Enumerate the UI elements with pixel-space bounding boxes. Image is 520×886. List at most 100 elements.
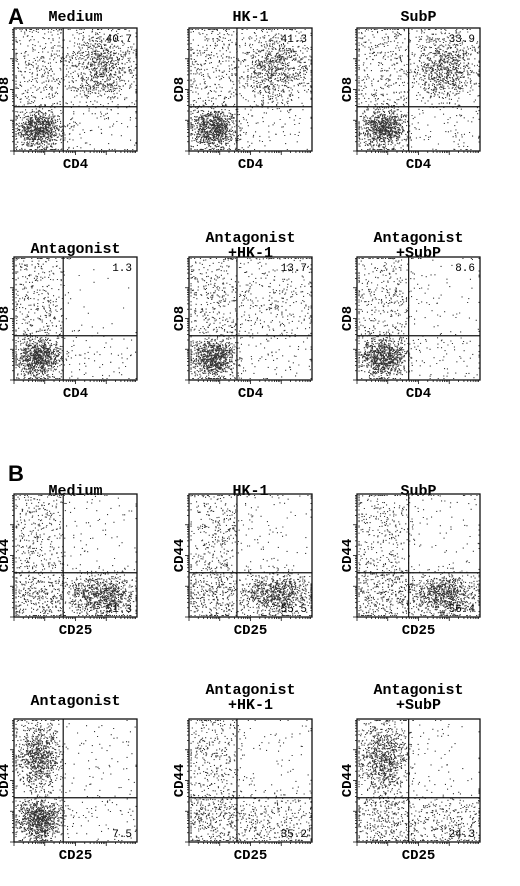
x-axis-label: CD25 [59,623,93,639]
plot-title: SubP [400,483,436,500]
scatter-events [15,494,137,617]
y-axis-label: CD44 [0,539,13,573]
y-axis-label: CD8 [0,306,13,331]
x-axis-label: CD4 [238,386,263,402]
x-axis-label: CD4 [63,157,88,173]
axis-ticks [353,258,479,384]
plot-title: HK-1 [232,9,268,26]
axis-ticks [353,720,479,846]
plot-title: SubP [400,9,436,26]
axis-ticks [10,258,136,384]
x-axis-label: CD25 [59,848,93,864]
event-dots [15,257,137,380]
x-axis-label: CD4 [406,157,431,173]
x-axis-label: CD25 [234,848,268,864]
panel-letter-a: A [8,4,24,29]
x-axis-label: CD25 [402,623,436,639]
flow-plot-b-2: HK-1 55.5 CD25 CD44 [172,483,313,639]
axis-ticks [353,29,479,155]
scatter-events [358,719,480,842]
event-dots [15,494,137,617]
event-dots [358,28,480,151]
axis-ticks [353,495,479,621]
y-axis-label: CD44 [0,764,13,798]
plot-title: +SubP [396,245,441,262]
axis-ticks [185,720,311,846]
plot-title: Medium [48,9,102,26]
x-axis-label: CD4 [238,157,263,173]
event-dots [15,719,137,842]
x-axis-label: CD4 [63,386,88,402]
y-axis-label: CD44 [340,539,356,573]
quadrant-percent: 51.3 [106,604,132,616]
plot-title: +SubP [396,697,441,714]
axis-ticks [185,495,311,621]
flow-plot-a-2: HK-1 41.3 CD4 CD8 [172,9,313,173]
quadrant-percent: 40.7 [106,34,132,46]
flow-plot-a-1: Medium 40.7 CD4 CD8 [0,9,138,173]
event-dots [190,494,312,617]
scatter-events [358,257,480,380]
flow-plot-b-4: Antagonist 7.5 CD25 CD44 [0,693,138,864]
flow-plot-b-6: Antagonist+SubP 24.3 CD25 CD44 [340,682,481,864]
scatter-events [190,719,312,842]
plot-title: Antagonist [205,230,295,247]
plot-title: Antagonist [205,682,295,699]
axis-ticks [10,495,136,621]
event-dots [190,719,312,842]
event-dots [358,719,480,842]
plot-title: Antagonist [30,693,120,710]
event-dots [190,28,312,151]
panel-letter-b: B [8,461,24,486]
quadrant-percent: 24.3 [449,829,475,841]
plot-title: Antagonist [373,230,463,247]
event-dots [190,257,312,380]
y-axis-label: CD8 [172,306,188,331]
scatter-events [358,494,480,617]
flow-plot-b-3: SubP 56.4 CD25 CD44 [340,483,481,639]
event-dots [358,257,480,380]
y-axis-label: CD8 [172,77,188,102]
flow-plot-a-4: Antagonist 1.3 CD4 CD8 [0,241,138,402]
scatter-events [15,28,137,151]
event-dots [15,28,137,151]
plot-frame [13,27,138,152]
quadrant-percent: 56.4 [449,604,476,616]
y-axis-label: CD8 [340,77,356,102]
scatter-events [190,257,312,380]
axis-ticks [185,258,311,384]
scatter-events [358,28,480,151]
quadrant-percent: 55.5 [281,604,307,616]
scatter-events [190,494,312,617]
y-axis-label: CD8 [0,77,13,102]
x-axis-label: CD4 [406,386,431,402]
plot-title: +HK-1 [228,245,273,262]
quadrant-percent: 1.3 [112,263,132,275]
quadrant-percent: 13.7 [281,263,307,275]
plot-title: Antagonist [30,241,120,258]
y-axis-label: CD8 [340,306,356,331]
scatter-events [15,257,137,380]
plot-title: Antagonist [373,682,463,699]
event-dots [358,494,480,617]
quadrant-percent: 7.5 [112,829,132,841]
plot-frame [188,493,313,618]
y-axis-label: CD44 [340,764,356,798]
plot-frame [188,27,313,152]
plot-title: Medium [48,483,102,500]
flow-plot-a-6: Antagonist+SubP 8.6 CD4 CD8 [340,230,481,402]
axis-ticks [10,29,136,155]
y-axis-label: CD44 [172,539,188,573]
plot-title: HK-1 [232,483,268,500]
flow-plot-b-1: Medium 51.3 CD25 CD44 [0,483,138,639]
scatter-events [190,28,312,151]
flow-plot-a-5: Antagonist+HK-1 13.7 CD4 CD8 [172,230,313,402]
x-axis-label: CD25 [402,848,436,864]
axis-ticks [10,720,136,846]
y-axis-label: CD44 [172,764,188,798]
axis-ticks [185,29,311,155]
flow-plot-a-3: SubP 33.9 CD4 CD8 [340,9,481,173]
x-axis-label: CD25 [234,623,268,639]
quadrant-percent: 41.3 [281,34,307,46]
